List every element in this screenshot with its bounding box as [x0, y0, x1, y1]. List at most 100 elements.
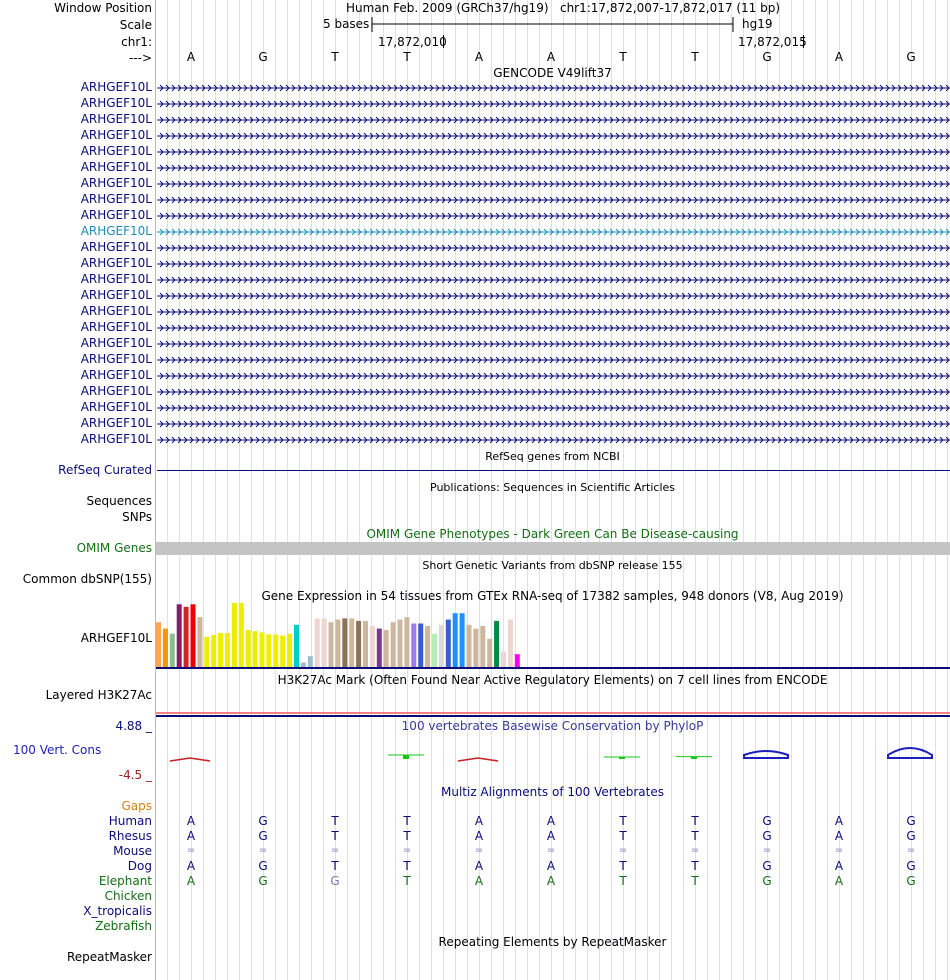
gtex-tissue-bar[interactable]: [204, 636, 210, 667]
gtex-tissue-bar[interactable]: [225, 633, 230, 667]
gencode-transcript-label[interactable]: ARHGEF10L: [80, 320, 152, 334]
gencode-title[interactable]: GENCODE V49lift37: [493, 66, 612, 80]
gtex-label[interactable]: ARHGEF10L: [80, 631, 152, 645]
gencode-transcript-label[interactable]: ARHGEF10L: [80, 144, 152, 158]
gtex-title[interactable]: Gene Expression in 54 tissues from GTEx …: [261, 589, 844, 603]
gencode-transcript-label[interactable]: ARHGEF10L: [80, 272, 152, 286]
gtex-tissue-bar[interactable]: [507, 619, 513, 667]
gtex-tissue-bar[interactable]: [390, 622, 396, 667]
gtex-tissue-bar[interactable]: [252, 631, 258, 667]
publications-label-snps[interactable]: SNPs: [122, 510, 152, 524]
h3k27ac-label[interactable]: Layered H3K27Ac: [45, 688, 152, 702]
species-label[interactable]: X_tropicalis: [83, 904, 152, 918]
gencode-transcript-line[interactable]: [157, 339, 950, 349]
gencode-transcript-label[interactable]: ARHGEF10L: [80, 176, 152, 190]
gtex-tissue-bar[interactable]: [363, 620, 368, 667]
gtex-tissue-bar[interactable]: [480, 626, 486, 667]
cons-title[interactable]: 100 vertebrates Basewise Conservation by…: [401, 719, 704, 733]
gtex-tissue-bar[interactable]: [183, 606, 189, 667]
gencode-transcript-line[interactable]: [157, 195, 950, 205]
species-label[interactable]: Human: [108, 814, 152, 828]
gtex-tissue-bar[interactable]: [266, 634, 272, 667]
gencode-transcript-line[interactable]: [157, 211, 950, 221]
gtex-tissue-bar[interactable]: [349, 618, 355, 667]
gencode-transcript-label[interactable]: ARHGEF10L: [80, 416, 152, 430]
gtex-tissue-bar[interactable]: [238, 603, 244, 667]
omim-title[interactable]: OMIM Gene Phenotypes - Dark Green Can Be…: [366, 527, 739, 541]
gtex-tissue-bar[interactable]: [321, 618, 327, 667]
species-label[interactable]: Elephant: [98, 874, 152, 888]
gtex-tissue-bar[interactable]: [418, 623, 424, 668]
gencode-transcript-line[interactable]: [157, 419, 950, 429]
gencode-transcript-label[interactable]: ARHGEF10L: [80, 240, 152, 254]
omim-label[interactable]: OMIM Genes: [76, 541, 152, 555]
refseq-gene-line[interactable]: [157, 470, 950, 471]
gencode-transcript-line[interactable]: [157, 259, 950, 269]
dbsnp-label[interactable]: Common dbSNP(155): [22, 572, 152, 586]
cons-graph[interactable]: [156, 735, 950, 780]
gtex-tissue-bar[interactable]: [307, 656, 313, 667]
gtex-tissue-bar[interactable]: [287, 633, 293, 667]
gtex-tissue-bar[interactable]: [459, 613, 465, 667]
species-label[interactable]: Chicken: [104, 889, 152, 903]
gtex-tissue-bar[interactable]: [280, 635, 286, 667]
gtex-tissue-bar[interactable]: [432, 633, 437, 667]
repeatmasker-label[interactable]: RepeatMasker: [66, 950, 152, 964]
h3k27ac-signal-line[interactable]: [156, 712, 950, 714]
gencode-transcript-label[interactable]: ARHGEF10L: [80, 304, 152, 318]
species-label[interactable]: Mouse: [113, 844, 152, 858]
gtex-tissue-bar[interactable]: [487, 638, 493, 667]
omim-gene-bar[interactable]: [156, 542, 950, 555]
repeatmasker-title[interactable]: Repeating Elements by RepeatMasker: [438, 935, 667, 949]
gencode-transcript-label[interactable]: ARHGEF10L: [80, 112, 152, 126]
dbsnp-title[interactable]: Short Genetic Variants from dbSNP releas…: [422, 559, 683, 572]
gencode-transcript-label[interactable]: ARHGEF10L: [80, 224, 152, 238]
gencode-transcript-line[interactable]: [157, 291, 950, 301]
gtex-tissue-bar[interactable]: [342, 618, 348, 667]
gtex-tissue-bar[interactable]: [169, 633, 175, 667]
label-separator[interactable]: [155, 0, 156, 980]
gtex-tissue-bar[interactable]: [383, 629, 389, 667]
gtex-tissue-bar[interactable]: [369, 626, 375, 667]
gencode-transcript-line[interactable]: [157, 163, 950, 173]
gencode-transcript-label[interactable]: ARHGEF10L: [80, 400, 152, 414]
gencode-transcript-line[interactable]: [157, 147, 950, 157]
gtex-tissue-bar[interactable]: [335, 619, 341, 667]
gencode-transcript-line[interactable]: [157, 243, 950, 253]
gencode-transcript-label[interactable]: ARHGEF10L: [80, 128, 152, 142]
gtex-tissue-bar[interactable]: [514, 654, 520, 667]
gencode-transcript-label[interactable]: ARHGEF10L: [80, 352, 152, 366]
gtex-tissue-bar[interactable]: [397, 619, 403, 667]
publications-label-sequences[interactable]: Sequences: [86, 494, 152, 508]
gtex-tissue-bar[interactable]: [162, 628, 168, 667]
multiz-title[interactable]: Multiz Alignments of 100 Vertebrates: [440, 785, 665, 799]
gtex-tissue-bar[interactable]: [211, 635, 217, 667]
gtex-tissue-bar[interactable]: [294, 624, 299, 667]
gtex-tissue-bar[interactable]: [494, 620, 500, 667]
gencode-transcript-line[interactable]: [157, 371, 950, 381]
gencode-transcript-label[interactable]: ARHGEF10L: [80, 432, 152, 446]
gencode-transcript-line[interactable]: [157, 323, 950, 333]
gtex-tissue-bar[interactable]: [273, 634, 279, 667]
gtex-tissue-bar[interactable]: [259, 632, 265, 667]
gtex-tissue-bar[interactable]: [501, 651, 506, 667]
species-label[interactable]: Rhesus: [108, 829, 152, 843]
gencode-transcript-label[interactable]: ARHGEF10L: [80, 368, 152, 382]
gtex-tissue-bar[interactable]: [411, 623, 417, 668]
refseq-label[interactable]: RefSeq Curated: [58, 463, 152, 477]
gtex-tissue-bar[interactable]: [404, 617, 410, 667]
gencode-transcript-line[interactable]: [157, 227, 950, 237]
gencode-transcript-line[interactable]: [157, 179, 950, 189]
species-label[interactable]: Zebrafish: [95, 919, 152, 933]
gencode-transcript-line[interactable]: [157, 99, 950, 109]
gencode-transcript-label[interactable]: ARHGEF10L: [80, 192, 152, 206]
gencode-transcript-label[interactable]: ARHGEF10L: [80, 256, 152, 270]
gtex-tissue-bar[interactable]: [376, 628, 382, 667]
gencode-transcript-label[interactable]: ARHGEF10L: [80, 80, 152, 94]
gtex-tissue-bar[interactable]: [356, 620, 362, 667]
gencode-transcript-line[interactable]: [157, 435, 950, 445]
gencode-transcript-label[interactable]: ARHGEF10L: [80, 288, 152, 302]
gtex-tissue-bar[interactable]: [445, 619, 451, 667]
gencode-transcript-label[interactable]: ARHGEF10L: [80, 336, 152, 350]
gtex-tissue-bar[interactable]: [156, 622, 161, 667]
